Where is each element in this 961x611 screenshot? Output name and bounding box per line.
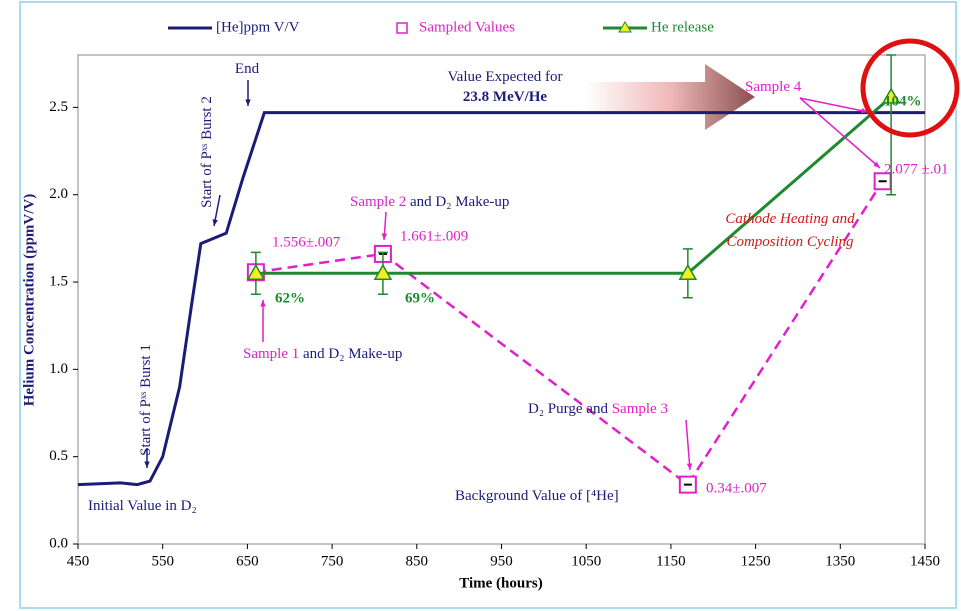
arrow-head: [260, 300, 266, 307]
series-line: [255, 180, 884, 487]
legend-marker: [396, 22, 408, 34]
annotation-part: Background Value of [⁴He]: [455, 488, 619, 504]
x-tick-label: 850: [406, 553, 429, 569]
annotation: Value Expected for: [448, 69, 563, 85]
arrow-head: [381, 233, 388, 240]
x-tick-label: 1250: [741, 553, 771, 569]
x-tick-label: 750: [321, 553, 344, 569]
annotation: Sample 1 and D₂ Make-up: [243, 346, 402, 362]
annotation: Start of Pˣˢ Burst 2: [199, 96, 215, 208]
annotation: D₂ Purge and Sample 3: [528, 401, 668, 417]
pointer-arrow: [799, 97, 881, 169]
annotation: Composition Cycling: [726, 234, 854, 250]
x-tick-label: 1050: [571, 553, 601, 569]
series-line: [77, 111, 925, 487]
annotation-part: and D₂ Make-up: [299, 346, 402, 362]
annotation-part: Value Expected for: [448, 69, 563, 85]
value-label: 0.34±.007: [706, 480, 767, 496]
arrow-head: [686, 463, 693, 470]
annotation: End: [235, 61, 260, 77]
annotation-part: Composition Cycling: [726, 234, 854, 250]
frame: [19, 1, 957, 609]
value-label: 2.077 ±.01: [884, 161, 948, 177]
value-label: 69%: [405, 290, 435, 306]
annotation: Background Value of [⁴He]: [455, 488, 619, 504]
x-tick-label: 1350: [825, 553, 855, 569]
annotation: Sample 2 and D₂ Make-up: [350, 194, 509, 210]
annotation-part: 23.8 MeV/He: [463, 89, 547, 105]
y-tick-label: 1.5: [49, 273, 68, 289]
pointer-arrow: [685, 419, 691, 471]
x-tick-label: 450: [67, 553, 90, 569]
x-tick-label: 1450: [910, 553, 940, 569]
annotation-part: Start of Pˣˢ Burst 1: [138, 344, 154, 456]
y-tick-label: 0.0: [49, 535, 68, 551]
annotation-part: Sample 1: [243, 346, 299, 362]
annotation: Start of Pˣˢ Burst 1: [138, 344, 154, 456]
annotation-part: Start of Pˣˢ Burst 2: [199, 96, 215, 208]
annotation: 23.8 MeV/He: [463, 89, 547, 105]
legend-label: [He]ppm V/V: [216, 19, 300, 35]
annotation-part: D₂ Purge and: [528, 401, 612, 417]
y-tick-label: 2.5: [49, 99, 68, 115]
annotation: Sample 4: [745, 79, 802, 95]
y-tick-label: 0.5: [49, 448, 68, 464]
error-bar: [886, 54, 897, 196]
highlight-circle: [860, 38, 960, 138]
x-tick-label: 650: [236, 553, 259, 569]
arrow-head: [873, 161, 880, 168]
y-axis-label: Helium Concentration (ppmV/V): [21, 194, 37, 407]
y-tick-label: 1.0: [49, 361, 68, 377]
annotation-part: Initial Value in D₂: [88, 498, 197, 514]
pointer-arrow: [799, 97, 869, 113]
value-label: 1.661±.009: [400, 228, 468, 244]
annotation-part: Sample 3: [612, 401, 668, 417]
y-tick-label: 2.0: [49, 186, 68, 202]
value-label: 1.556±.007: [272, 234, 341, 250]
triangle-marker: [373, 263, 393, 281]
arrow-head: [212, 219, 218, 226]
annotation-part: End: [235, 61, 260, 77]
annotation: Cathode Heating and: [725, 211, 855, 227]
x-axis-label: Time (hours): [459, 575, 542, 591]
annotation-part: Cathode Heating and: [725, 211, 855, 227]
triangle-marker: [678, 263, 698, 281]
annotation: Initial Value in D₂: [88, 498, 197, 514]
legend-marker: [618, 21, 632, 33]
annotation-part: Sample 4: [745, 79, 802, 95]
annotation-part: Sample 2: [350, 194, 406, 210]
legend-label: Sampled Values: [419, 19, 515, 35]
annotation-part: and D₂ Make-up: [406, 194, 509, 210]
value-label: 104%: [884, 93, 922, 109]
x-tick-label: 950: [490, 553, 513, 569]
value-label: 62%: [275, 290, 305, 306]
x-tick-label: 1150: [656, 553, 685, 569]
x-tick-label: 550: [151, 553, 174, 569]
triangle-marker: [246, 263, 266, 281]
legend-label: He release: [651, 19, 714, 35]
triangle-marker: [881, 87, 901, 104]
arrow-head: [245, 99, 251, 106]
series-line: [255, 95, 893, 275]
arrow-head: [861, 108, 868, 114]
arrow-head: [144, 461, 150, 468]
